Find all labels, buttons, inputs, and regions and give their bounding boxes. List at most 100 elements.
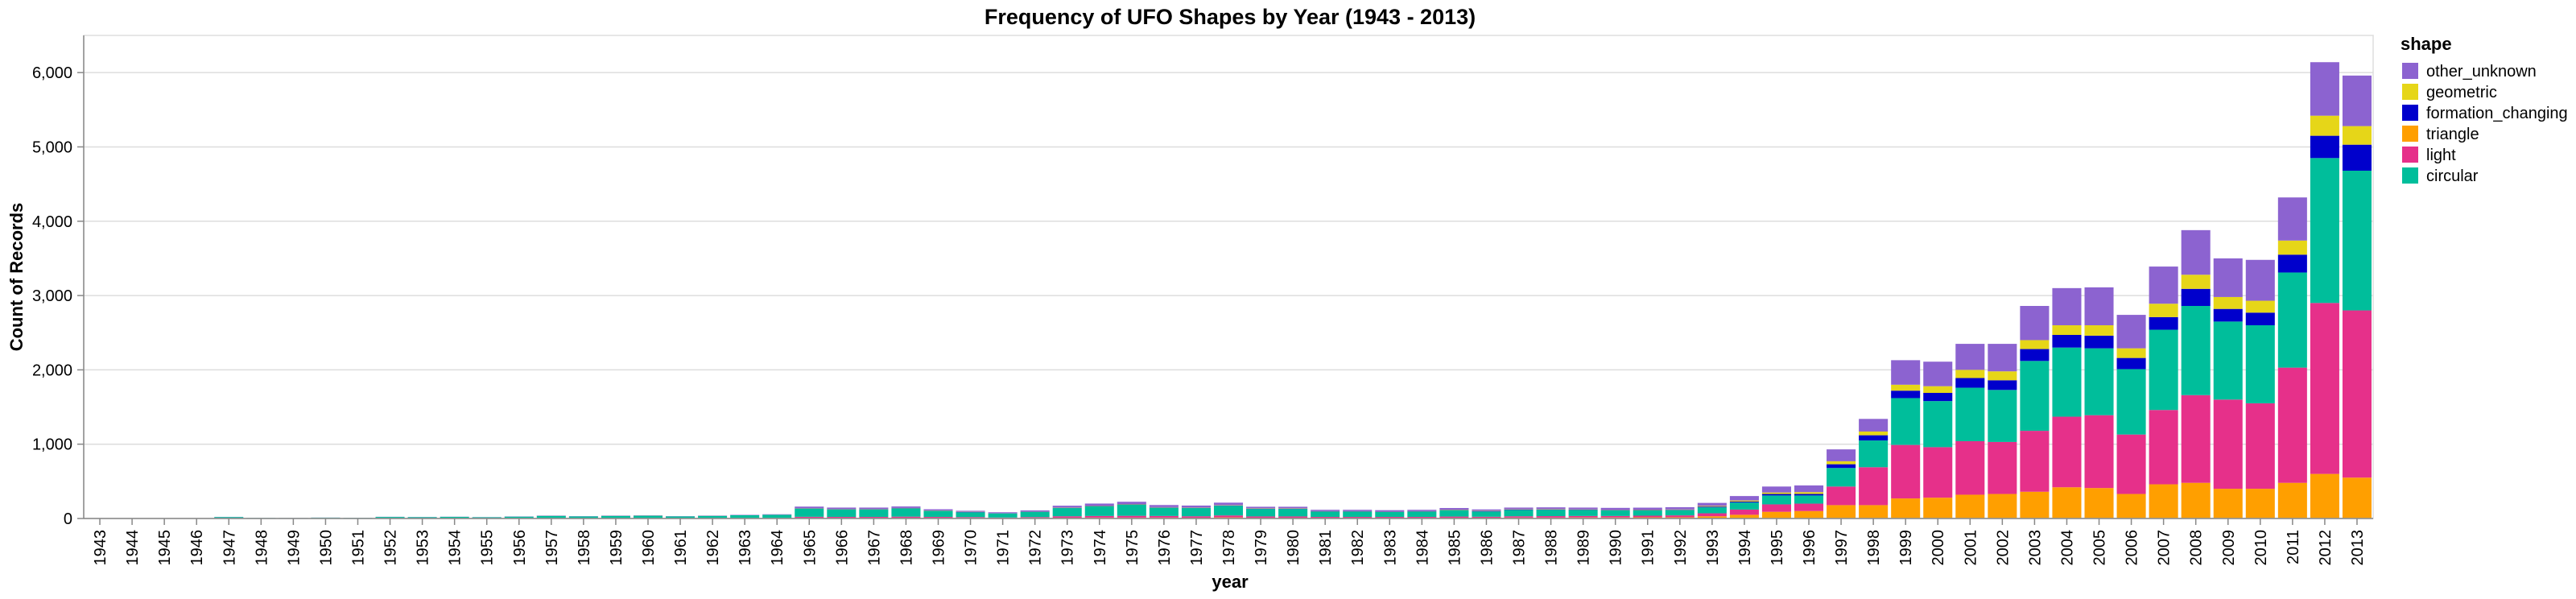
bar-segment-triangle [1827, 505, 1856, 518]
bar-segment-light [2181, 395, 2211, 483]
bar-segment-circular [1568, 510, 1598, 516]
bar-segment-circular [859, 509, 889, 517]
bar-segment-formation_changing [2310, 135, 2339, 159]
legend-swatch [2402, 63, 2418, 79]
bar-segment-light [1472, 516, 1501, 518]
bar-segment-other_unknown [1020, 510, 1050, 512]
x-tick-label: 1997 [1833, 530, 1851, 566]
y-tick-label: 6,000 [32, 64, 72, 82]
bar-segment-circular [1084, 506, 1114, 516]
bar-segment-light [2310, 303, 2339, 474]
bar-segment-other_unknown [1568, 507, 1598, 510]
bar-segment-circular [214, 517, 244, 518]
x-tick-label: 1952 [382, 530, 400, 566]
bar-segment-circular [1149, 507, 1179, 516]
bar-segment-formation_changing [1891, 390, 1921, 399]
x-tick-label: 1995 [1769, 530, 1786, 566]
bar-segment-light [1117, 515, 1146, 518]
bar-segment-light [859, 516, 889, 518]
bar-segment-triangle [1665, 517, 1695, 518]
bar-segment-light [2213, 399, 2243, 490]
chart-title: Frequency of UFO Shapes by Year (1943 - … [985, 5, 1476, 29]
bar-segment-other_unknown [1729, 496, 1759, 501]
bar-segment-circular [698, 515, 728, 518]
bar-segment-light [956, 517, 985, 518]
bar-segment-light [795, 516, 824, 518]
bar-segment-geometric [2149, 304, 2178, 317]
x-tick-label: 1945 [156, 530, 174, 566]
bar-segment-circular [1052, 508, 1082, 517]
bar-segment-circular [1407, 511, 1437, 517]
bar-segment-light [1181, 516, 1211, 518]
bar-segment-circular [2342, 171, 2372, 311]
x-tick-label: 1944 [124, 530, 142, 566]
bar-segment-geometric [1923, 386, 1953, 393]
bar-segment-triangle [2052, 487, 2082, 518]
y-tick-label: 3,000 [32, 287, 72, 305]
x-tick-label: 1949 [285, 530, 303, 566]
x-tick-label: 1979 [1253, 530, 1270, 566]
x-axis-title: year [1212, 572, 1249, 592]
bar-segment-circular [1504, 510, 1534, 517]
x-tick-label: 1948 [253, 530, 270, 566]
bar-segment-circular [2084, 348, 2114, 415]
bar-segment-formation_changing [1859, 435, 1889, 441]
x-tick-label: 1988 [1543, 530, 1561, 566]
bar-segment-other_unknown [1052, 506, 1082, 508]
bar-segment-circular [568, 516, 598, 518]
bar-segment-formation_changing [2245, 312, 2275, 325]
bar-segment-formation_changing [1923, 393, 1953, 402]
bar-segment-light [2245, 403, 2275, 490]
bar-segment-light [827, 516, 857, 518]
bar-segment-circular [1761, 495, 1791, 505]
bar-segment-light [2084, 415, 2114, 489]
bar-segment-other_unknown [2181, 229, 2211, 275]
bar-segment-circular [1343, 511, 1373, 517]
x-tick-label: 2000 [1930, 530, 1947, 566]
y-tick-label: 0 [64, 510, 72, 528]
bar-segment-light [2342, 310, 2372, 478]
bar-segment-circular [472, 517, 502, 518]
bar-segment-other_unknown [1827, 449, 1856, 461]
bar-segment-circular [730, 514, 760, 518]
bar-segment-light [1213, 515, 1244, 518]
bar-segment-formation_changing [1988, 380, 2017, 390]
bar-segment-circular [440, 516, 469, 518]
bar-segment-formation_changing [2020, 349, 2050, 361]
bar-segment-triangle [2116, 494, 2146, 518]
y-tick-label: 5,000 [32, 138, 72, 156]
legend-swatch [2402, 105, 2418, 121]
legend-title: shape [2401, 34, 2452, 54]
bar-segment-light [1278, 516, 1308, 518]
x-tick-label: 2003 [2026, 530, 2044, 566]
bar-segment-circular [762, 514, 792, 518]
bar-segment-light [2020, 431, 2050, 492]
bar-segment-other_unknown [1439, 507, 1469, 510]
x-tick-label: 1943 [92, 530, 109, 566]
legend-swatch [2402, 147, 2418, 163]
legend-label: geometric [2426, 84, 2497, 101]
bar-segment-triangle [1761, 511, 1791, 518]
bar-segment-other_unknown [2310, 62, 2339, 116]
bar-segment-other_unknown [1472, 509, 1501, 511]
y-tick-label: 2,000 [32, 361, 72, 379]
x-tick-label: 1994 [1736, 530, 1754, 566]
bar-segment-circular [2213, 321, 2243, 400]
bar-segment-other_unknown [1181, 505, 1211, 508]
bar-segment-light [1729, 509, 1759, 515]
bar-segment-circular [795, 508, 824, 517]
bar-segment-circular [988, 513, 1018, 518]
bar-segment-other_unknown [1955, 344, 1985, 370]
x-tick-label: 1980 [1285, 530, 1302, 566]
bar-segment-triangle [1923, 498, 1953, 518]
bar-segment-light [1311, 516, 1340, 518]
bar-segment-triangle [2310, 473, 2339, 518]
bar-segment-light [1761, 504, 1791, 512]
bar-segment-formation_changing [1761, 494, 1791, 496]
bar-segment-circular [1439, 510, 1469, 517]
x-tick-label: 1981 [1317, 530, 1335, 566]
bar-segment-other_unknown [2213, 258, 2243, 297]
bar-segment-other_unknown [988, 512, 1018, 514]
x-tick-label: 1992 [1672, 530, 1690, 566]
